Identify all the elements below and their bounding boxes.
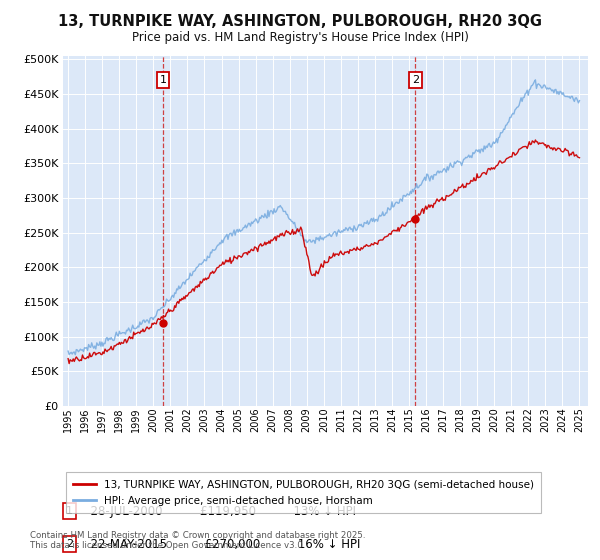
Text: 1: 1 [160,75,167,85]
Text: 1: 1 [66,506,73,516]
Text: 22-MAY-2015          £270,000          16% ↓ HPI: 22-MAY-2015 £270,000 16% ↓ HPI [83,538,361,550]
Text: 13, TURNPIKE WAY, ASHINGTON, PULBOROUGH, RH20 3QG: 13, TURNPIKE WAY, ASHINGTON, PULBOROUGH,… [58,14,542,29]
Text: Price paid vs. HM Land Registry's House Price Index (HPI): Price paid vs. HM Land Registry's House … [131,31,469,44]
Text: 28-JUL-2000          £119,950          13% ↓ HPI: 28-JUL-2000 £119,950 13% ↓ HPI [83,505,356,517]
Text: 2: 2 [66,539,73,549]
Text: Contains HM Land Registry data © Crown copyright and database right 2025.
This d: Contains HM Land Registry data © Crown c… [30,530,365,550]
Legend: 13, TURNPIKE WAY, ASHINGTON, PULBOROUGH, RH20 3QG (semi-detached house), HPI: Av: 13, TURNPIKE WAY, ASHINGTON, PULBOROUGH,… [65,473,541,514]
Text: 2: 2 [412,75,419,85]
